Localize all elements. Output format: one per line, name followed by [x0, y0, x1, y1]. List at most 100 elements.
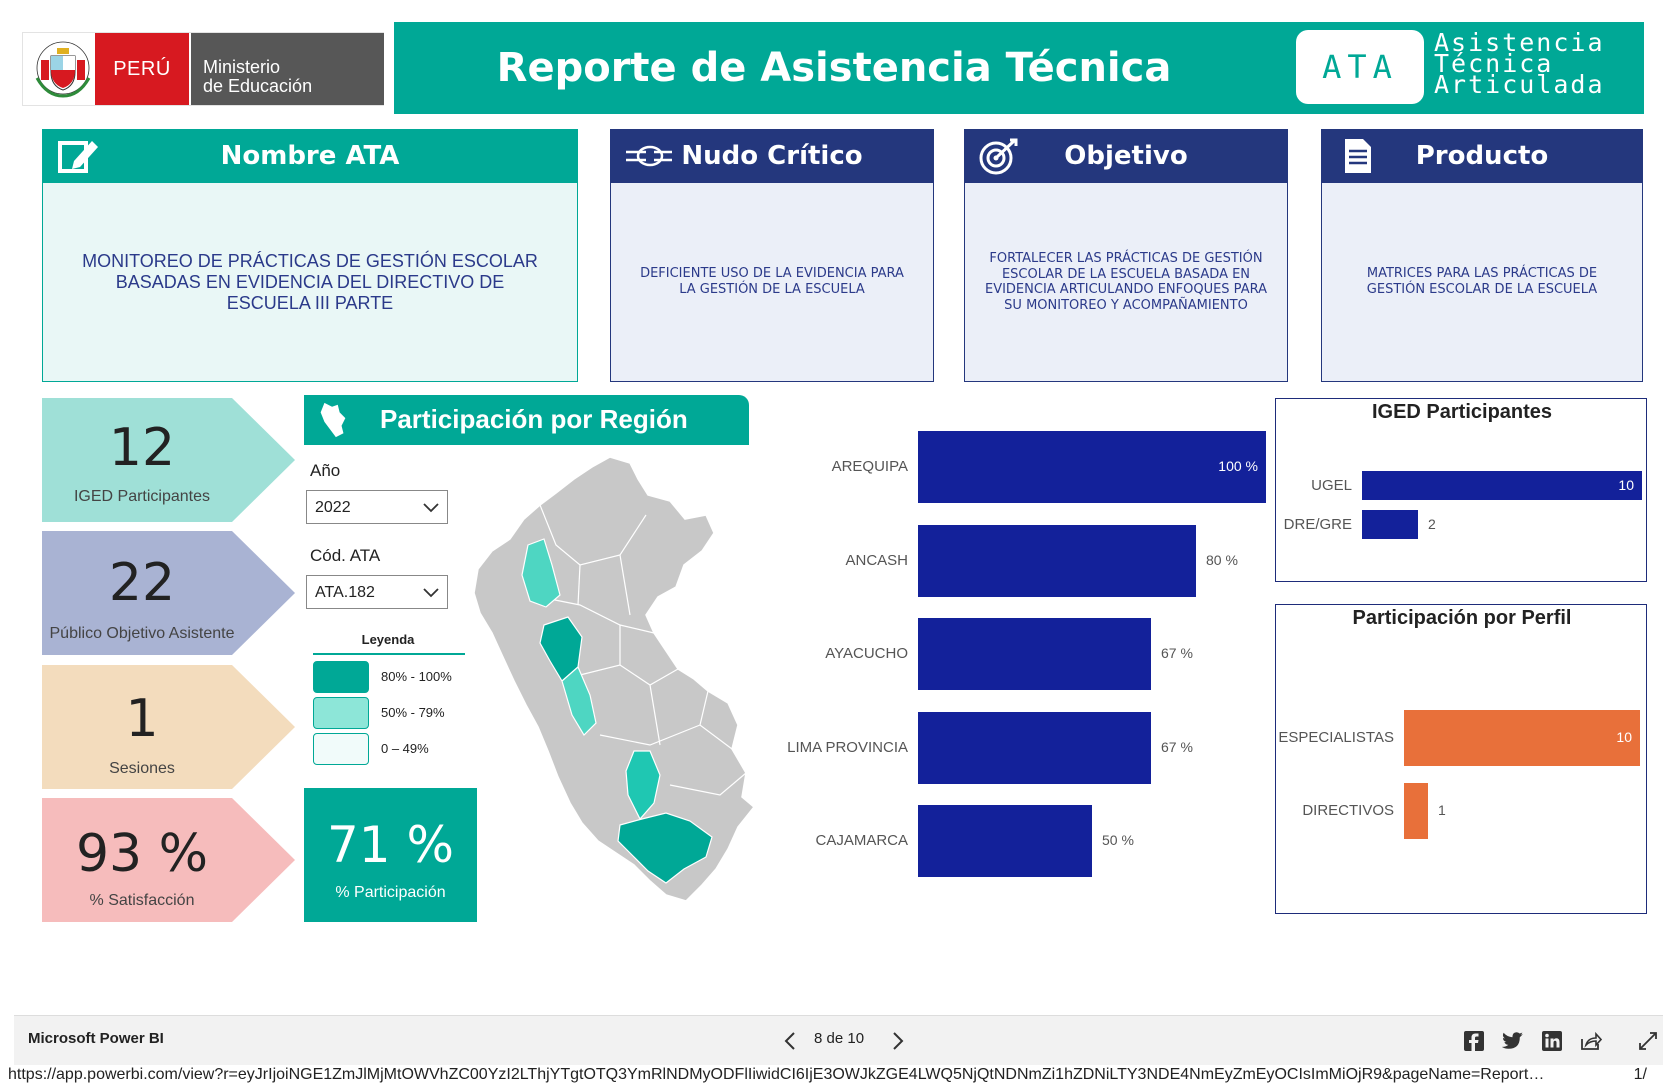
bar[interactable] [918, 524, 1196, 597]
bar[interactable] [918, 711, 1151, 784]
knot-icon [626, 145, 672, 167]
legend-label-mid: 50% - 79% [381, 705, 445, 720]
card-nombre-title: Nombre ATA [220, 140, 400, 171]
bar-value-label: 10 [1616, 729, 1632, 745]
status-url: https://app.powerbi.com/view?r=eyJrIjoiN… [8, 1066, 1663, 1088]
map-borders [529, 504, 747, 796]
map-legend: Leyenda 80% - 100% 50% - 79% 0 – 49% [313, 628, 465, 768]
ata-badge-words: Asistencia Técnica Articulada [1434, 28, 1634, 99]
kpi-sesiones-label: Sesiones [109, 760, 175, 777]
fullscreen-icon[interactable] [1638, 1031, 1658, 1051]
bar-value-label: 67 % [1161, 645, 1193, 661]
year-value: 2022 [315, 499, 351, 516]
bar-value-label: 100 % [1218, 458, 1258, 474]
card-objetivo-header: Objetivo [964, 129, 1288, 182]
bar-category-label: CAJAMARCA [815, 832, 908, 849]
card-producto-title: Producto [1415, 140, 1549, 171]
card-nombre-body: MONITOREO DE PRÁCTICAS DE GESTIÓN ESCOLA… [42, 182, 578, 382]
kpi-publico-label: Público Objetivo Asistente [49, 625, 235, 642]
status-page-count: 1/ [1633, 1066, 1647, 1083]
ata-word-1: Asistencia [1434, 28, 1605, 57]
bar-category-label: AYACUCHO [825, 645, 908, 662]
title-bar: Reporte de Asistencia Técnica ATA Asiste… [394, 22, 1644, 114]
participation-label: % Participación [335, 884, 446, 901]
linkedin-icon[interactable] [1542, 1031, 1562, 1051]
chevron-down-icon [423, 503, 439, 513]
map-region-ayacucho[interactable] [625, 750, 661, 821]
ata-badge: ATA [1296, 30, 1424, 104]
powerbi-brand[interactable]: Microsoft Power BI [28, 1030, 164, 1047]
bar[interactable] [918, 805, 1092, 877]
bar[interactable] [918, 431, 1266, 503]
legend-title: Leyenda [361, 632, 415, 647]
facebook-icon[interactable] [1464, 1031, 1484, 1051]
bar[interactable] [1362, 471, 1642, 500]
card-objetivo-text: FORTALECER LAS PRÁCTICAS DE GESTIÓN ESCO… [984, 251, 1267, 313]
share-icon[interactable] [1580, 1031, 1602, 1051]
year-label: Año [310, 461, 341, 480]
target-icon [979, 138, 1018, 175]
kpi-sesiones-shape [42, 665, 295, 789]
page-title: Reporte de Asistencia Técnica [496, 45, 1172, 91]
kpi-satisfaccion-label: % Satisfacción [89, 892, 195, 909]
kpi-publico-value: 22 [108, 553, 176, 613]
logo-ministry: Ministerio de Educación [191, 33, 384, 105]
legend-swatch-low [313, 733, 369, 765]
bar[interactable] [1362, 510, 1418, 539]
card-producto-header: Producto [1321, 129, 1643, 182]
bar-value-label: 80 % [1206, 551, 1238, 568]
ata-word-3: Articulada [1434, 70, 1605, 99]
bar-value-label: 50 % [1102, 832, 1134, 848]
perfil-panel-title: Participación por Perfil [1352, 607, 1572, 629]
bar[interactable] [918, 618, 1151, 690]
map-region-lima-provincia[interactable] [561, 666, 597, 736]
map-region-arequipa[interactable] [617, 812, 713, 884]
bar-category-label: ESPECIALISTAS [1278, 729, 1394, 746]
iged-panel-title: IGED Participantes [1371, 401, 1553, 423]
card-nudo-text: DEFICIENTE USO DE LA EVIDENCIA PARA LA G… [640, 266, 904, 297]
card-producto-body: MATRICES PARA LAS PRÁCTICAS DE GESTIÓN E… [1321, 182, 1643, 382]
peru-map[interactable] [470, 455, 785, 905]
legend-label-high: 80% - 100% [381, 669, 452, 684]
status-url-text: https://app.powerbi.com/view?r=eyJrIjoiN… [8, 1066, 1545, 1083]
ata-word-2: Técnica [1434, 49, 1554, 78]
code-dropdown[interactable]: ATA.182 [306, 575, 448, 609]
kpi-satisfaccion: 93 % % Satisfacción [42, 798, 295, 922]
logo-ministry-line2: de Educación [203, 76, 313, 96]
kpi-publico: 22 Público Objetivo Asistente [42, 531, 295, 655]
kpi-publico-shape [42, 531, 295, 655]
card-nudo-title: Nudo Crítico [681, 140, 863, 171]
card-objetivo-body: FORTALECER LAS PRÁCTICAS DE GESTIÓN ESCO… [964, 182, 1288, 382]
kpi-iged-shape [42, 398, 295, 522]
year-dropdown[interactable]: 2022 [306, 490, 448, 524]
kpi-satisfaccion-shape [42, 798, 295, 922]
bar[interactable] [1404, 783, 1428, 839]
bar-category-label: DIRECTIVOS [1302, 802, 1394, 819]
kpi-iged-label: IGED Participantes [73, 488, 211, 505]
bar-value-label: 67 % [1161, 738, 1193, 755]
participation-card: 71 % % Participación [304, 788, 477, 922]
bar-category-label: DRE/GRE [1283, 515, 1352, 533]
bar-value-label: 10 [1618, 476, 1634, 493]
bar[interactable] [1404, 710, 1640, 766]
card-nudo-header: Nudo Crítico [610, 129, 934, 182]
code-label: Cód. ATA [310, 546, 381, 565]
chevron-right-icon[interactable] [892, 1031, 904, 1051]
region-header: Participación por Región [304, 395, 749, 445]
card-nombre-header: Nombre ATA [42, 129, 578, 182]
ministry-logo: PERÚ Ministerio de Educación [22, 32, 384, 106]
legend-swatch-mid [313, 697, 369, 729]
bar-category-label: AREQUIPA [831, 458, 908, 475]
map-region-cajamarca[interactable] [521, 538, 561, 608]
code-value: ATA.182 [315, 584, 375, 601]
kpi-satisfaccion-value: 93 % [75, 824, 209, 884]
map-region-base[interactable] [473, 456, 756, 902]
bar-category-label: ANCASH [845, 551, 908, 569]
region-title: Participación por Región [380, 404, 688, 434]
card-nombre-text: MONITOREO DE PRÁCTICAS DE GESTIÓN ESCOLA… [82, 250, 538, 313]
twitter-icon[interactable] [1502, 1032, 1524, 1050]
iged-panel: IGED Participantes UGEL 10 DRE/GRE 2 [1275, 398, 1647, 582]
card-objetivo-title: Objetivo [1064, 140, 1188, 171]
card-nudo-body: DEFICIENTE USO DE LA EVIDENCIA PARA LA G… [610, 182, 934, 382]
chevron-left-icon[interactable] [784, 1031, 796, 1051]
